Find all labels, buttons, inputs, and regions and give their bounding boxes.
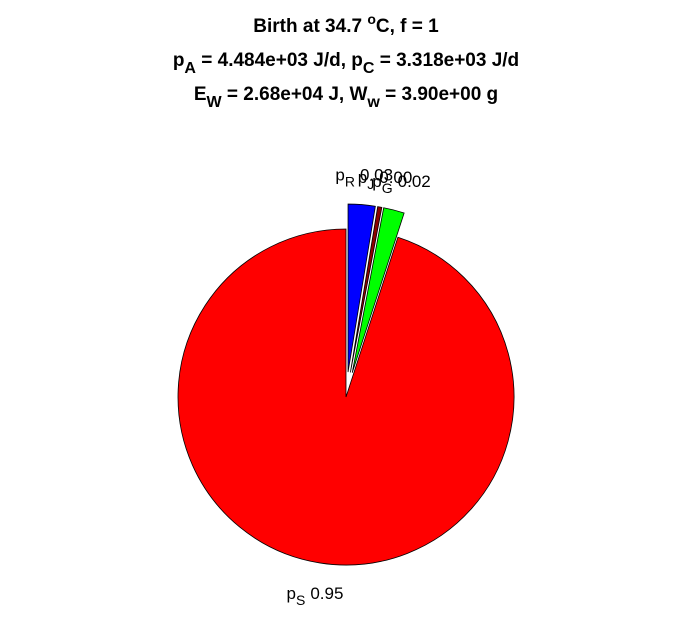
label-name: p (372, 172, 381, 191)
pie-slice (351, 207, 405, 373)
title-part: p (173, 50, 185, 71)
slice-label: pS 0.95 (287, 584, 344, 608)
label-value: 0.95 (310, 584, 343, 603)
title-part: E (194, 84, 207, 105)
chart-title: EW = 2.68e+04 J, Ww = 3.90e+00 g (194, 84, 498, 111)
title-part: C (363, 60, 375, 77)
label-name: p (287, 584, 296, 603)
pie-slice (347, 203, 376, 373)
title-part: w (366, 94, 380, 111)
label-sub: G (382, 180, 393, 196)
slice-label: pJ 0.00 (358, 168, 413, 192)
title-part: W (207, 94, 223, 111)
title-part: C, f = 1 (376, 16, 439, 37)
chart-title: Birth at 34.7 oC, f = 1 (253, 11, 439, 37)
label-sub: S (296, 592, 305, 608)
label-name: p (335, 166, 344, 185)
title-part: A (184, 60, 196, 77)
slice-label: pG 0.02 (372, 172, 430, 196)
label-value: 0.02 (398, 172, 431, 191)
title-part: = 3.318e+03 J/d (374, 50, 519, 71)
title-part: = 2.68e+04 J, W (222, 84, 368, 105)
title-part: Birth at 34.7 (253, 16, 367, 37)
pie-slice (177, 228, 515, 566)
title-part: = 3.90e+00 g (380, 84, 498, 105)
label-value: 0.00 (379, 168, 412, 187)
title-part: = 4.484e+03 J/d, p (196, 50, 363, 71)
label-sub: J (367, 176, 374, 192)
pie-slice (349, 206, 383, 373)
label-name: p (358, 168, 367, 187)
title-part: o (367, 11, 376, 27)
slice-label: pR 0.03 (335, 166, 393, 190)
label-value: 0.03 (360, 166, 393, 185)
chart-title: pA = 4.484e+03 J/d, pC = 3.318e+03 J/d (173, 50, 519, 77)
label-sub: R (345, 174, 355, 190)
